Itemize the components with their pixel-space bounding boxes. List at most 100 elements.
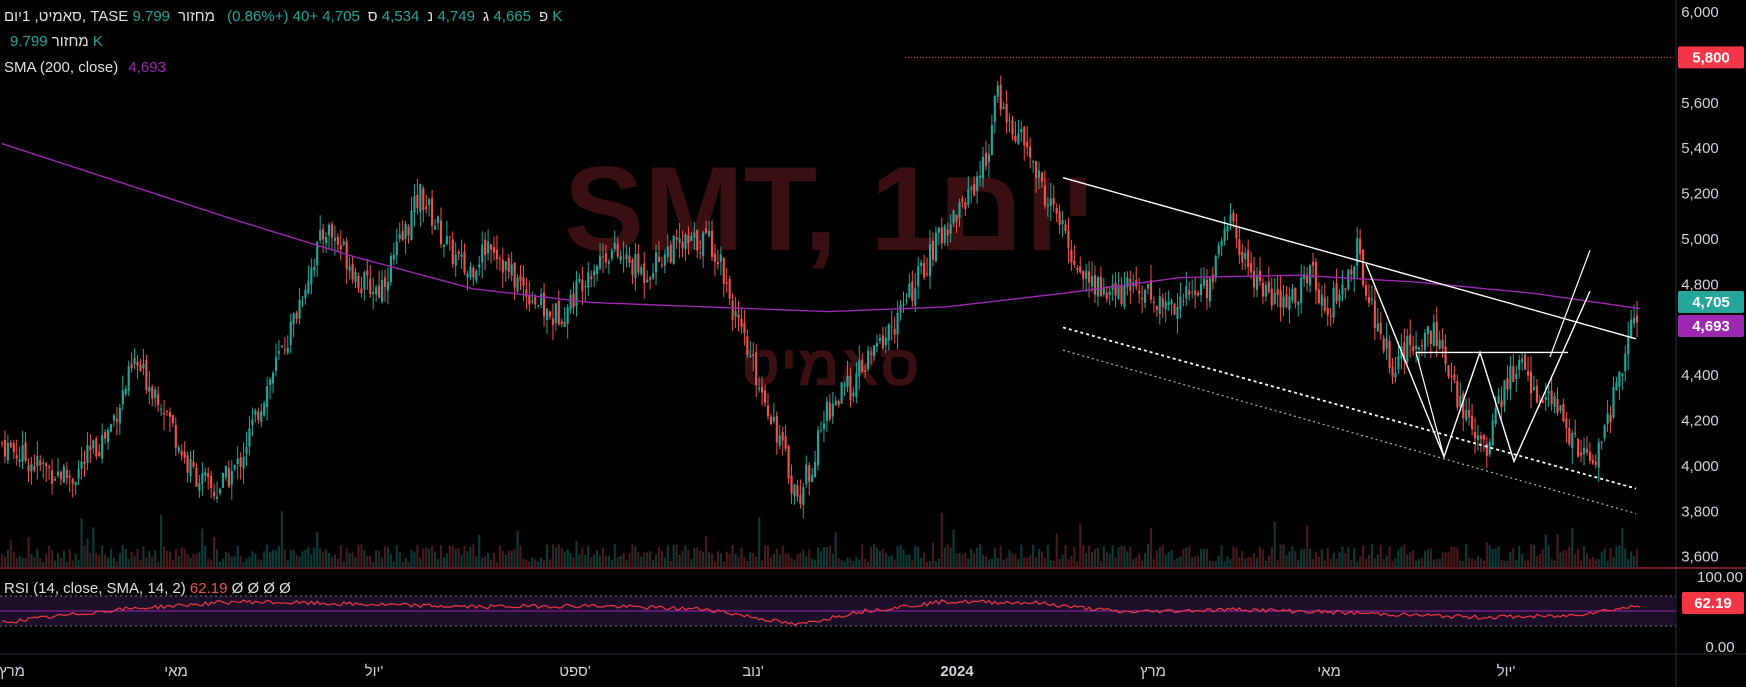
volume-bar (124, 548, 127, 568)
candle-body (354, 271, 357, 283)
volume-bar (1191, 557, 1194, 568)
volume-bar (531, 557, 534, 568)
volume-bar (1468, 557, 1471, 568)
candle-body (1052, 198, 1055, 205)
candle-body (495, 250, 498, 259)
volume-bar (973, 553, 976, 568)
candle-body (1618, 371, 1621, 387)
volume-bar (1020, 544, 1023, 568)
volume-bar (1279, 544, 1282, 568)
volume-bar (943, 547, 946, 568)
volume-bar (872, 544, 876, 568)
y-tick-label: 4,800 (1681, 276, 1719, 293)
volume-bar (928, 560, 932, 568)
volume-bar (277, 546, 280, 568)
candle-body (1370, 298, 1373, 301)
candle-body (1317, 289, 1320, 303)
candle-body (1164, 301, 1167, 310)
candle-body (95, 438, 98, 457)
volume-bar (1247, 556, 1250, 568)
candle-body (21, 444, 24, 462)
candle-body (416, 194, 419, 208)
candle-body (204, 472, 207, 476)
candle-body (967, 189, 970, 205)
volume-bar (772, 553, 775, 568)
candle-body (201, 473, 204, 484)
candle-body (189, 458, 192, 477)
candle-body (1429, 330, 1432, 345)
volume-bar (313, 547, 316, 568)
volume-bar (1117, 547, 1120, 568)
candle-body (1438, 339, 1441, 349)
volume-bar (1211, 560, 1214, 568)
candle-body (1444, 346, 1447, 364)
volume-bar (1270, 547, 1273, 568)
x-tick-label: מרץ (0, 663, 25, 680)
candle-body (1456, 381, 1459, 408)
candle-body (369, 279, 372, 295)
volume-bar (637, 552, 640, 568)
candle-body (1329, 315, 1332, 317)
candle-body (940, 227, 943, 244)
volume-bar (319, 548, 322, 568)
volume-bar (979, 544, 982, 568)
candle-body (1199, 283, 1203, 296)
volume-bar (1229, 559, 1232, 568)
candle-body (112, 415, 116, 421)
candle-body (1479, 435, 1482, 439)
change-value: +40 (+0.86%) (227, 8, 319, 25)
volume-bar (958, 552, 961, 568)
volume-bar (1585, 553, 1589, 568)
volume-bar (1329, 559, 1332, 568)
candle-body (1544, 396, 1547, 400)
candle-body (1574, 432, 1577, 435)
candle-body (996, 85, 999, 97)
candle-body (872, 345, 876, 356)
candle-body (722, 258, 725, 285)
candle-body (151, 387, 154, 399)
volume-bar (796, 554, 799, 568)
volume-bar (1379, 544, 1382, 568)
volume-bar (775, 548, 778, 568)
candle-body (1568, 428, 1571, 445)
volume-bar (899, 544, 902, 568)
volume-bar (707, 552, 711, 568)
candle-body (307, 280, 310, 294)
volume-bar (528, 561, 531, 568)
y-tick-label: 6,000 (1681, 4, 1719, 21)
volume-bar (646, 552, 649, 568)
volume-bar (59, 557, 62, 568)
candle-body (1585, 448, 1589, 453)
volume-bar (693, 548, 696, 568)
candle-body (961, 198, 964, 203)
candle-body (787, 445, 790, 479)
candle-body (154, 389, 157, 399)
volume-bar (1096, 548, 1099, 568)
candle-body (1046, 204, 1049, 207)
volume-bar (587, 546, 590, 568)
candle-body (1379, 322, 1382, 335)
volume-bar (543, 559, 546, 568)
candle-body (1088, 271, 1091, 283)
volume-bar (330, 556, 334, 568)
candle-body (198, 482, 201, 492)
volume-bar (1503, 560, 1506, 568)
candle-body (286, 347, 289, 353)
volume-bar (1409, 552, 1412, 568)
volume-bar (1073, 546, 1076, 568)
y-tick-label: 4,200 (1681, 412, 1719, 429)
candle-body (484, 240, 487, 255)
candle-body (239, 457, 242, 467)
volume-bar (663, 557, 666, 568)
volume-bar (660, 550, 663, 568)
volume-bar (39, 558, 42, 568)
price-badge-level-bg (1678, 46, 1744, 69)
candle-body (342, 241, 345, 245)
volume-bar (884, 552, 887, 568)
volume-legend: מחזור 9.799 K (4, 33, 103, 50)
candle-body (917, 266, 920, 286)
volume-bar (678, 554, 681, 568)
volume-bar (722, 561, 725, 568)
volume-bar (380, 557, 384, 568)
